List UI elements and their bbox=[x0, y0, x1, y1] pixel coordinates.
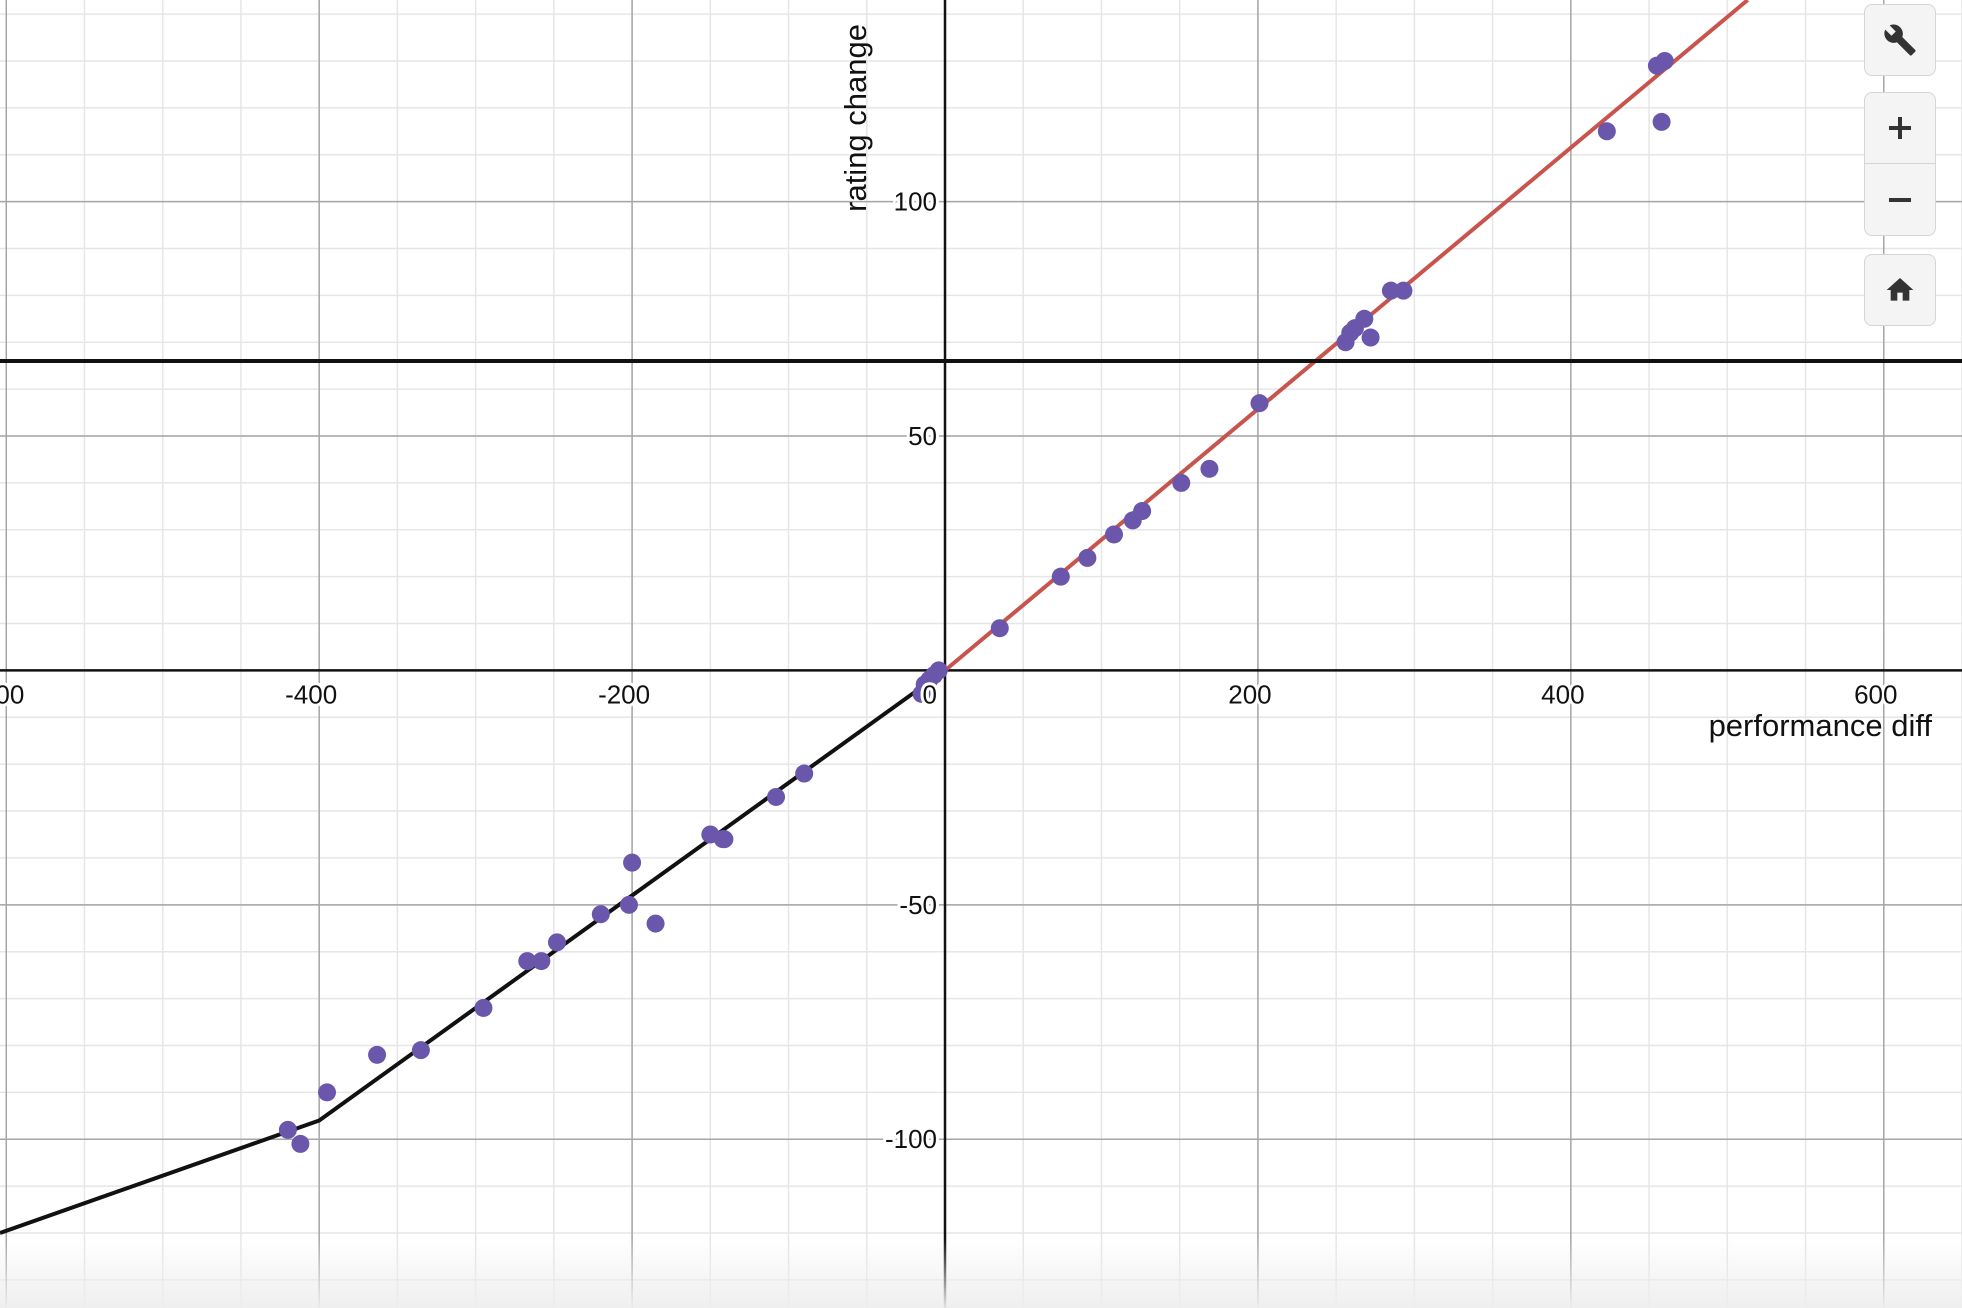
graph-toolbar bbox=[1862, 0, 1962, 340]
data-point-7 bbox=[1200, 459, 1219, 478]
y-tick-label-3: -100 bbox=[885, 1124, 937, 1154]
y-tick-label-2: -50 bbox=[899, 890, 937, 920]
x-tick-label-5: 400 bbox=[1541, 679, 1584, 709]
data-points bbox=[278, 51, 1674, 1153]
x-axis-title: performance diff bbox=[1709, 708, 1933, 743]
x-tick-label-2: -200 bbox=[598, 679, 650, 709]
data-point-5 bbox=[1133, 502, 1152, 521]
data-point-16 bbox=[1597, 122, 1616, 141]
zoom-in-button[interactable] bbox=[1864, 92, 1936, 164]
data-point-28 bbox=[715, 830, 734, 849]
data-point-36 bbox=[518, 952, 537, 971]
zoom-out-button[interactable] bbox=[1864, 164, 1936, 236]
data-point-40 bbox=[318, 1083, 336, 1102]
data-point-30 bbox=[623, 853, 642, 872]
fit-curves bbox=[0, 0, 1962, 1235]
data-point-25 bbox=[795, 764, 814, 783]
y-axis-title: rating change bbox=[838, 24, 873, 212]
data-point-17 bbox=[1652, 112, 1671, 131]
y-tick-label-0: 100 bbox=[894, 187, 937, 217]
data-point-2 bbox=[1078, 548, 1097, 567]
data-point-32 bbox=[591, 905, 610, 924]
y-tick-label-1: 50 bbox=[908, 421, 937, 451]
data-point-3 bbox=[1104, 525, 1123, 544]
data-point-15 bbox=[1394, 281, 1413, 300]
data-point-26 bbox=[767, 787, 786, 806]
data-point-34 bbox=[547, 933, 566, 952]
negative-fit-line bbox=[0, 668, 947, 1235]
x-tick-label-4: 200 bbox=[1228, 679, 1271, 709]
data-point-14 bbox=[1381, 281, 1400, 300]
data-point-19 bbox=[1655, 51, 1674, 70]
data-point-38 bbox=[411, 1041, 430, 1060]
data-point-41 bbox=[278, 1120, 297, 1139]
data-point-8 bbox=[1250, 394, 1269, 413]
x-tick-label-3: 0 bbox=[923, 679, 937, 709]
default-viewport-button[interactable] bbox=[1864, 254, 1936, 326]
data-point-37 bbox=[474, 998, 493, 1017]
x-tick-label-6: 600 bbox=[1854, 679, 1897, 709]
data-point-1 bbox=[1051, 567, 1070, 586]
data-point-0 bbox=[990, 619, 1009, 638]
graph-settings-button[interactable] bbox=[1864, 4, 1936, 76]
minus-icon bbox=[1886, 186, 1914, 214]
data-point-12 bbox=[1355, 309, 1374, 328]
wrench-icon bbox=[1883, 23, 1917, 57]
data-point-31 bbox=[619, 895, 638, 914]
data-point-42 bbox=[291, 1134, 310, 1153]
data-point-6 bbox=[1172, 473, 1191, 492]
tick-labels: -600 -400 -200 0 200 400 600 100 50 -50 -100 bbox=[0, 184, 1900, 1158]
x-tick-label-0: -600 bbox=[0, 679, 24, 709]
data-point-29 bbox=[701, 825, 720, 844]
plus-icon bbox=[1886, 114, 1914, 142]
x-tick-label-1: -400 bbox=[285, 679, 337, 709]
data-point-39 bbox=[368, 1045, 387, 1064]
data-point-13 bbox=[1361, 328, 1380, 347]
data-point-35 bbox=[532, 952, 551, 971]
home-icon bbox=[1884, 274, 1916, 306]
data-point-33 bbox=[646, 914, 665, 933]
data-point-24 bbox=[929, 661, 948, 680]
